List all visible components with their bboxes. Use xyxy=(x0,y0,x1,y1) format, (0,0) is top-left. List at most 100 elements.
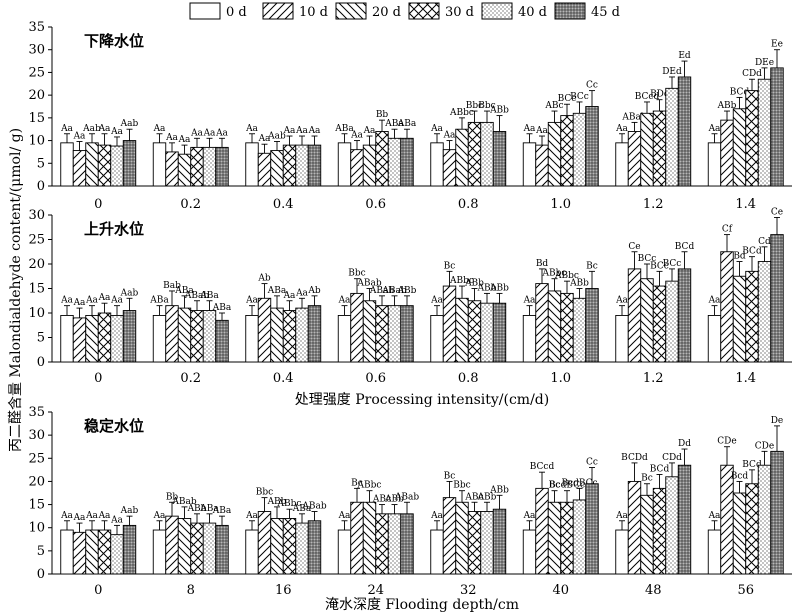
y-tick-label: 30 xyxy=(28,43,45,58)
significance-label: Aab xyxy=(120,119,139,129)
significance-label: Aa xyxy=(110,296,123,306)
bar-30-d-0 xyxy=(97,312,112,363)
y-tick-label: 25 xyxy=(28,233,45,248)
bar-10-d-0-8 xyxy=(442,149,457,187)
bar-40-d-0 xyxy=(110,315,124,363)
bar-20-d-1-0 xyxy=(547,290,562,363)
bar-45-d-0 xyxy=(122,524,137,575)
significance-label: ABa xyxy=(199,504,219,514)
bar-10-d-0 xyxy=(72,150,87,187)
significance-label: ABa xyxy=(212,506,232,516)
significance-label: Aa xyxy=(338,296,351,306)
bar-20-d-32 xyxy=(455,501,469,575)
significance-label: Bbc xyxy=(256,488,273,498)
y-tick-label: 20 xyxy=(28,88,45,103)
bar-30-d-0 xyxy=(97,529,112,575)
significance-label: ABb xyxy=(397,286,417,296)
significance-label: BCc xyxy=(663,259,682,269)
panel-title: 下降水位 xyxy=(84,32,144,50)
panel-title: 稳定水位 xyxy=(84,417,144,435)
significance-label: BcdBCc xyxy=(549,481,585,491)
significance-label: Bb xyxy=(166,492,179,502)
significance-label: BCd xyxy=(742,460,762,470)
legend-swatch-0-d xyxy=(189,2,221,20)
bar-20-d-0-4 xyxy=(270,307,284,363)
significance-label: BCd xyxy=(650,464,670,474)
bar-40-d-24 xyxy=(387,513,402,575)
significance-label: ABb xyxy=(477,283,497,293)
y-tick-label: 20 xyxy=(28,257,45,272)
significance-label: BCc xyxy=(558,94,577,104)
bar-45-d-40 xyxy=(585,483,599,575)
bar-40-d-48 xyxy=(665,476,679,575)
bar-30-d-0-6 xyxy=(375,131,389,187)
bar-10-d-0-6 xyxy=(350,149,364,187)
bar-40-d-0 xyxy=(110,534,124,575)
significance-label: ABb xyxy=(717,101,737,111)
bar-45-d-0 xyxy=(122,140,137,187)
bar-40-d-0-8 xyxy=(480,121,494,187)
significance-label: Bc xyxy=(444,261,456,271)
y-tick-label: 30 xyxy=(28,208,45,223)
bar-0-d-16 xyxy=(245,529,259,575)
significance-label: Aa xyxy=(203,128,216,138)
significance-label: Aa xyxy=(363,126,376,136)
bar-30-d-0-4 xyxy=(282,144,297,187)
y-tick-label: 0 xyxy=(37,567,45,582)
x-tick-label: 1.4 xyxy=(735,371,756,386)
significance-label: BCDd xyxy=(621,453,648,463)
x-tick-label: 0 xyxy=(94,371,102,386)
bar-10-d-16 xyxy=(257,511,272,575)
significance-label: Bc xyxy=(549,481,561,491)
significance-label: ABab xyxy=(394,492,419,502)
bar-30-d-0-4 xyxy=(282,310,297,363)
y-tick-label: 5 xyxy=(37,544,45,559)
significance-label: ABbc xyxy=(449,276,474,286)
bar-0-d-40 xyxy=(522,529,537,575)
bar-10-d-0 xyxy=(72,531,87,575)
significance-label: Aa xyxy=(615,124,628,134)
significance-label: ABb xyxy=(569,279,589,289)
x-tick-label: 32 xyxy=(460,583,477,598)
significance-label: Aa xyxy=(708,296,721,306)
significance-label: BcdBCc xyxy=(561,478,597,488)
bar-10-d-0-4 xyxy=(257,297,272,363)
significance-label: BCc xyxy=(570,92,589,102)
y-tick-label: 10 xyxy=(28,134,45,149)
significance-label: Aa xyxy=(98,511,111,521)
significance-label: Aa xyxy=(615,511,628,521)
significance-label: Bc xyxy=(586,261,598,271)
significance-label: BCd xyxy=(675,242,695,252)
bar-20-d-16 xyxy=(270,518,284,575)
bar-20-d-0 xyxy=(85,315,99,363)
significance-label: Aab xyxy=(120,506,139,516)
significance-label: Bd xyxy=(536,259,549,269)
bar-20-d-8 xyxy=(177,518,192,575)
significance-label: ABbc xyxy=(357,481,382,491)
x-tick-label: 0.4 xyxy=(273,197,294,212)
bar-20-d-0-6 xyxy=(362,144,377,187)
y-tick-label: 10 xyxy=(28,521,45,536)
x-tick-label: 0.8 xyxy=(458,371,479,386)
bar-30-d-1-2 xyxy=(652,110,667,187)
legend-swatch-20-d xyxy=(335,2,367,20)
bar-45-d-0-4 xyxy=(307,144,322,187)
significance-label: ABc xyxy=(372,495,391,505)
bar-30-d-1-4 xyxy=(745,270,759,363)
significance-label: ABb xyxy=(489,283,509,293)
bar-20-d-0 xyxy=(85,529,99,575)
bar-40-d-0-6 xyxy=(387,137,402,187)
significance-label: ABb xyxy=(187,504,207,514)
bar-40-d-40 xyxy=(572,499,587,575)
significance-label: Aa xyxy=(283,126,296,136)
significance-label: Aa xyxy=(190,128,203,138)
significance-label: ABa xyxy=(292,504,312,514)
significance-label: Aa xyxy=(60,124,73,134)
bar-0-d-1-2 xyxy=(615,315,629,363)
bar-0-d-0 xyxy=(60,142,74,187)
significance-label: ABa xyxy=(384,119,404,129)
y-tick-label: 5 xyxy=(37,331,45,346)
